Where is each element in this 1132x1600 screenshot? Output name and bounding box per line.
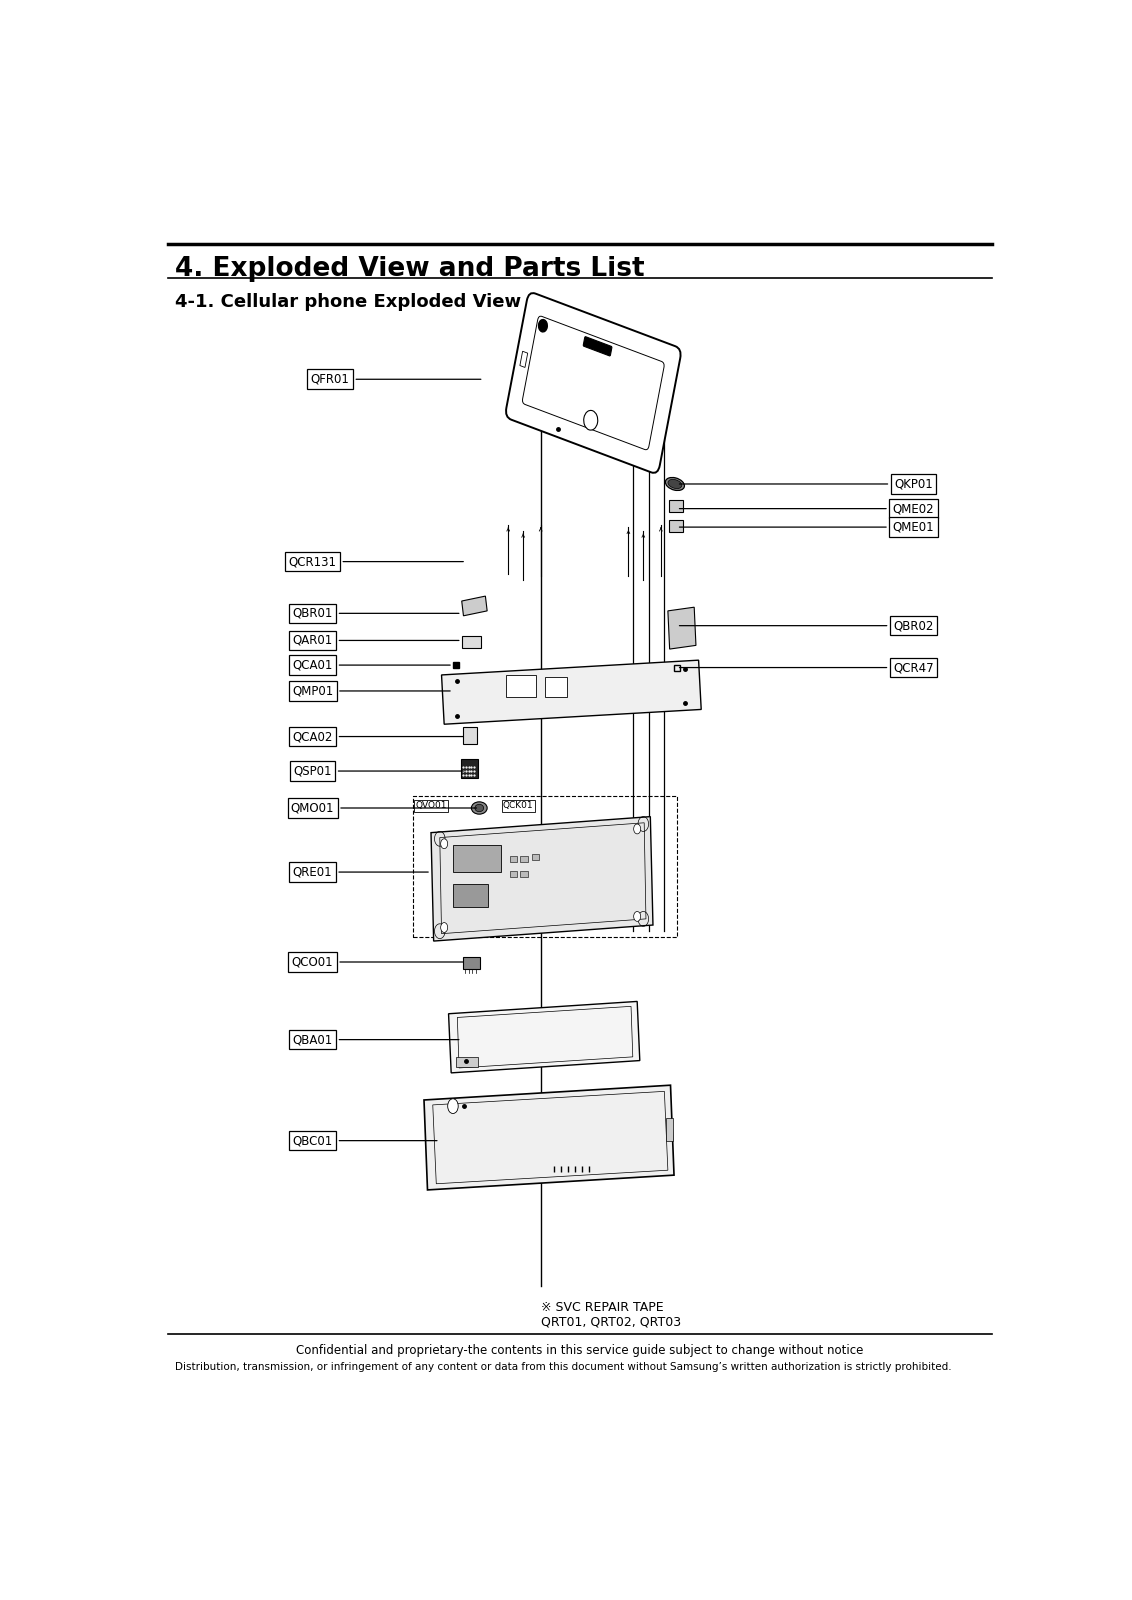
Text: QVO01: QVO01 [415,802,447,811]
Text: QBC01: QBC01 [292,1134,437,1147]
Text: 4-1. Cellular phone Exploded View: 4-1. Cellular phone Exploded View [174,293,521,310]
FancyBboxPatch shape [521,870,528,877]
FancyBboxPatch shape [521,856,528,862]
Text: QMP01: QMP01 [292,685,451,698]
FancyBboxPatch shape [523,317,664,450]
Circle shape [447,1099,458,1114]
Text: QCK01: QCK01 [503,802,533,811]
FancyBboxPatch shape [506,675,537,698]
Text: ※ SVC REPAIR TAPE
QRT01, QRT02, QRT03: ※ SVC REPAIR TAPE QRT01, QRT02, QRT03 [541,1301,680,1328]
FancyBboxPatch shape [462,635,481,648]
Text: QCR47: QCR47 [679,661,934,674]
Circle shape [584,410,598,430]
Text: QME01: QME01 [679,520,934,534]
Polygon shape [424,1085,674,1190]
Text: QRE01: QRE01 [293,866,428,878]
Text: Confidential and proprietary-the contents in this service guide subject to chang: Confidential and proprietary-the content… [297,1344,864,1357]
FancyBboxPatch shape [532,853,539,859]
Text: QCO01: QCO01 [292,955,463,968]
FancyBboxPatch shape [461,758,479,779]
Polygon shape [462,597,487,616]
FancyBboxPatch shape [669,499,683,512]
Polygon shape [668,606,696,650]
Text: QBR01: QBR01 [292,606,458,619]
FancyBboxPatch shape [506,293,680,474]
Circle shape [634,912,641,922]
Text: QAR01: QAR01 [292,634,458,646]
Text: QBR02: QBR02 [679,619,934,632]
FancyBboxPatch shape [463,726,477,744]
Circle shape [634,824,641,834]
Text: QMO01: QMO01 [291,802,477,814]
FancyBboxPatch shape [666,1118,674,1141]
Circle shape [440,838,447,848]
FancyBboxPatch shape [455,1058,478,1067]
Text: QFR01: QFR01 [310,373,481,386]
Text: Distribution, transmission, or infringement of any content or data from this doc: Distribution, transmission, or infringem… [174,1363,952,1373]
Text: 4. Exploded View and Parts List: 4. Exploded View and Parts List [174,256,644,282]
FancyBboxPatch shape [463,957,480,970]
FancyBboxPatch shape [509,856,517,862]
Text: QCA02: QCA02 [292,730,463,742]
Text: QSP01: QSP01 [293,765,463,778]
Ellipse shape [668,480,681,488]
Text: QBA01: QBA01 [292,1034,458,1046]
Polygon shape [431,816,653,941]
Ellipse shape [471,802,487,814]
FancyBboxPatch shape [669,520,683,533]
FancyBboxPatch shape [583,336,612,355]
Ellipse shape [666,477,685,491]
Text: QME02: QME02 [679,502,934,515]
FancyBboxPatch shape [520,352,528,368]
Circle shape [440,923,447,933]
Text: QCA01: QCA01 [292,659,451,672]
Polygon shape [441,661,701,725]
FancyBboxPatch shape [509,870,517,877]
FancyBboxPatch shape [546,677,567,698]
FancyBboxPatch shape [453,885,488,907]
Circle shape [539,320,547,331]
Text: QCR131: QCR131 [289,555,463,568]
Text: QKP01: QKP01 [679,477,933,491]
Polygon shape [448,1002,640,1074]
FancyBboxPatch shape [453,845,501,872]
Ellipse shape [475,805,483,811]
